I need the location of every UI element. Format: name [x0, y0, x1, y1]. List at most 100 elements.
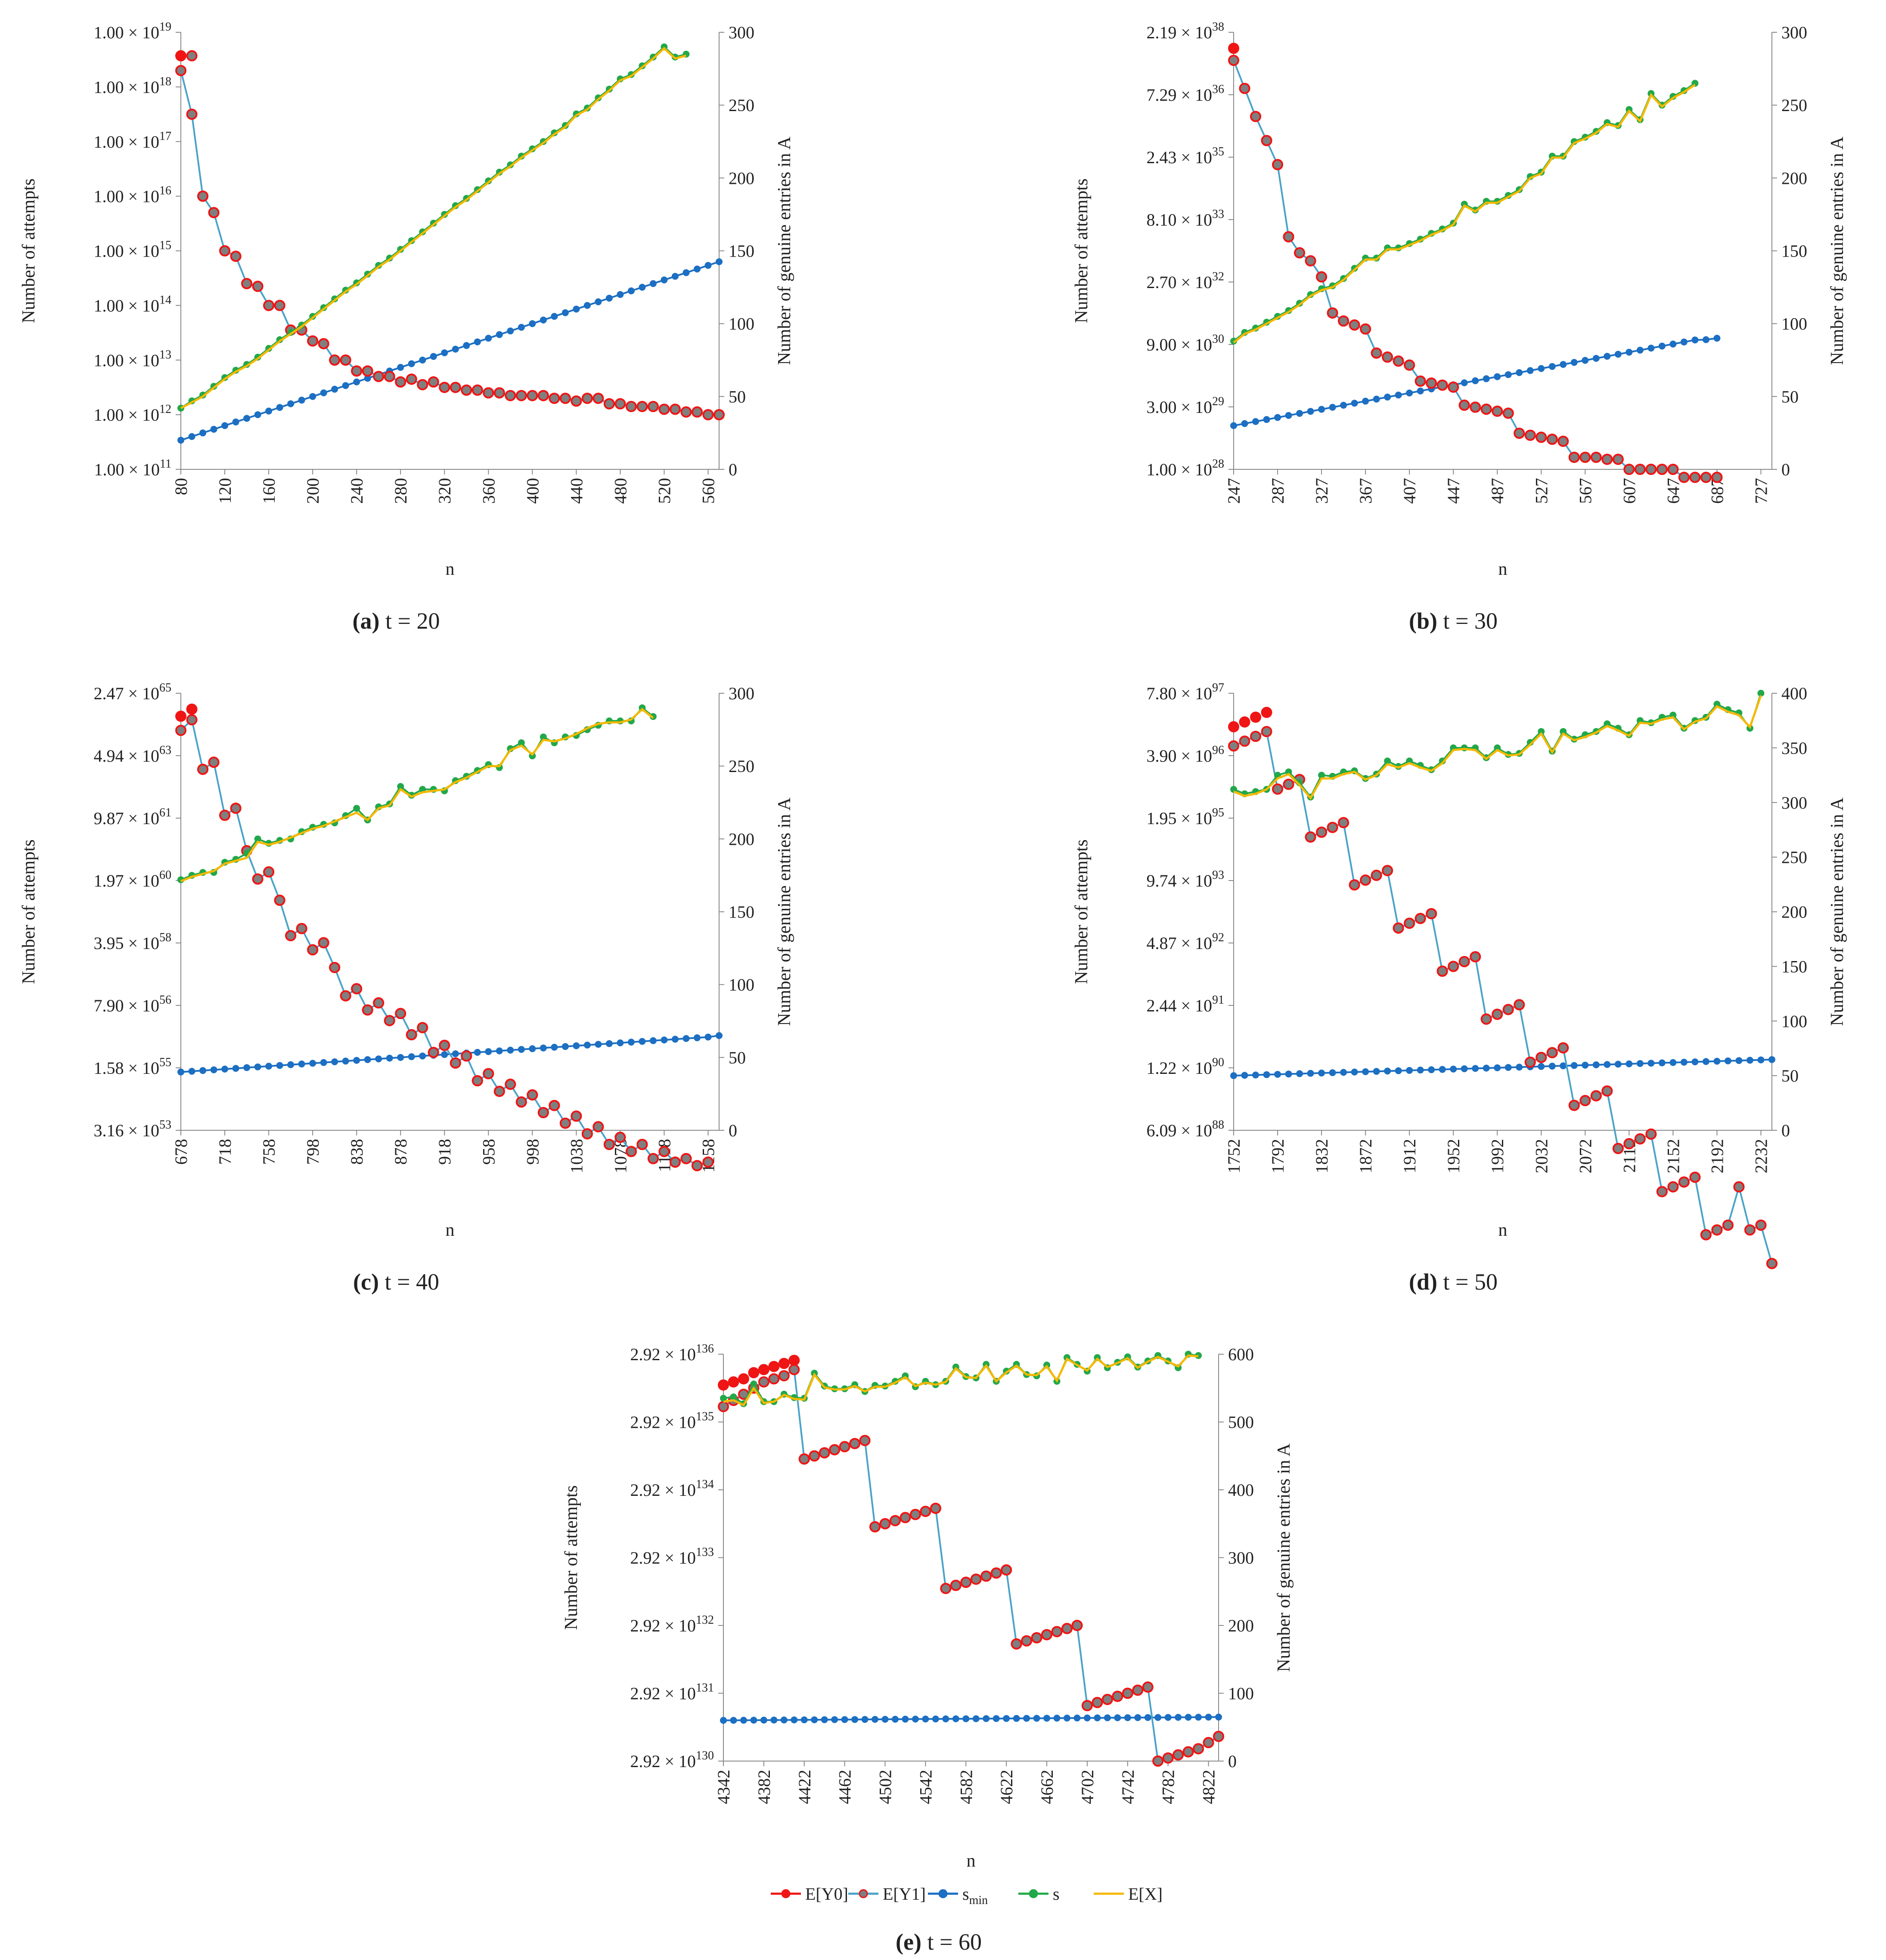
- data-point: [540, 316, 547, 324]
- data-point: [241, 278, 253, 289]
- data-point: [1483, 375, 1490, 382]
- x-tick-label: 1952: [1444, 1139, 1463, 1173]
- data-point: [1470, 401, 1481, 413]
- x-tick-label: 607: [1619, 478, 1639, 504]
- y2-axis-title: Number of genuine entries in A: [775, 136, 794, 365]
- data-point: [605, 295, 613, 302]
- data-point: [972, 1715, 980, 1722]
- y2-tick-label: 0: [729, 460, 737, 479]
- x-tick-label: 447: [1444, 478, 1463, 504]
- y2-tick-label: 150: [729, 902, 754, 922]
- data-point: [1702, 1058, 1709, 1065]
- data-point: [940, 1583, 952, 1594]
- data-point: [1678, 471, 1690, 483]
- panel-e-t60: 2.92 × 10136 2.92 × 10135 2.92 × 10134 2.92…: [561, 1342, 1294, 1955]
- data-point: [1051, 1626, 1063, 1637]
- data-point: [603, 1138, 615, 1150]
- data-point: [274, 300, 285, 311]
- data-point: [1713, 1058, 1721, 1065]
- x-tick-label: 4382: [754, 1770, 774, 1804]
- series-s-min: [1230, 1056, 1775, 1079]
- data-point: [1492, 405, 1503, 417]
- y2-tick-label: 300: [729, 684, 754, 703]
- data-point: [505, 1079, 516, 1090]
- data-point: [1472, 1065, 1479, 1072]
- data-point: [1175, 1714, 1182, 1721]
- data-point: [1766, 1258, 1777, 1269]
- data-point: [1700, 471, 1712, 483]
- data-point: [1340, 1069, 1347, 1076]
- data-point: [730, 1717, 737, 1724]
- y2-tick-label: 250: [1781, 96, 1807, 115]
- data-point: [463, 342, 470, 349]
- data-point: [952, 1715, 959, 1722]
- legend-swatch-marker: [781, 1889, 791, 1898]
- data-point: [1426, 377, 1437, 389]
- x-tick-label: 758: [259, 1139, 279, 1165]
- data-point: [583, 1042, 591, 1049]
- data-point: [1013, 1715, 1020, 1722]
- x-tick-label: 2232: [1751, 1139, 1771, 1173]
- x-tick-label: 2072: [1576, 1139, 1595, 1173]
- data-point: [351, 365, 363, 377]
- data-point: [1053, 1715, 1061, 1722]
- data-point: [439, 1039, 450, 1051]
- y2-tick-label: 50: [729, 387, 746, 406]
- x-tick-label: 200: [303, 478, 323, 504]
- data-point: [748, 1367, 760, 1378]
- x-axis-title: n: [446, 559, 455, 579]
- x-tick-label: 4702: [1078, 1770, 1097, 1804]
- panel-caption: (b) t = 30: [1409, 608, 1498, 634]
- data-point: [682, 269, 690, 276]
- y-tick-label: 1.00 × 1018: [93, 75, 171, 97]
- y-tick-label: 2.92 × 10134: [630, 1478, 714, 1500]
- data-point: [1702, 336, 1709, 343]
- y-tick-label: 2.47 × 1065: [93, 681, 171, 703]
- x-tick-label: 367: [1356, 478, 1375, 504]
- data-point: [210, 425, 217, 433]
- panel-a-t20: 1.00 × 1019 1.00 × 1018 1.00 × 1017 1.00 × …: [19, 20, 794, 634]
- data-point: [537, 1107, 549, 1118]
- data-point: [1417, 1067, 1424, 1074]
- data-point: [829, 1444, 841, 1455]
- data-point: [1592, 1061, 1600, 1069]
- data-point: [395, 376, 406, 388]
- y-tick-label: 2.92 × 10136: [630, 1342, 714, 1364]
- data-point: [869, 1521, 881, 1532]
- data-point: [175, 725, 186, 736]
- data-point: [636, 1138, 648, 1150]
- data-point: [1384, 1067, 1391, 1075]
- data-point: [1604, 1061, 1611, 1068]
- data-point: [682, 1035, 690, 1042]
- x-tick-label: 327: [1312, 478, 1331, 504]
- y-tick-label: 1.00 × 1012: [93, 403, 171, 425]
- x-axis-title: n: [1498, 1220, 1508, 1240]
- y2-tick-label: 300: [1781, 23, 1807, 42]
- data-point: [188, 433, 195, 440]
- data-point: [691, 1160, 703, 1172]
- data-point: [472, 1075, 483, 1086]
- data-point: [788, 1355, 800, 1366]
- y2-tick-label: 0: [1781, 460, 1790, 479]
- data-point: [549, 393, 560, 404]
- x-tick-label: 4622: [997, 1770, 1016, 1804]
- data-point: [1504, 371, 1512, 378]
- y2-tick-label: 350: [1781, 738, 1807, 758]
- legend-item: E[Y1]: [848, 1884, 926, 1904]
- data-point: [583, 302, 591, 309]
- y2-tick-label: 500: [1228, 1413, 1254, 1432]
- data-point: [307, 335, 319, 347]
- x-tick-label: 4582: [956, 1770, 976, 1804]
- data-point: [800, 1716, 808, 1724]
- data-point: [680, 1153, 692, 1164]
- data-point: [798, 1453, 810, 1465]
- data-point: [1414, 375, 1426, 387]
- y2-tick-label: 100: [729, 975, 754, 995]
- series-s-min: [1230, 335, 1721, 429]
- data-point: [1414, 913, 1426, 924]
- data-point: [1678, 1176, 1690, 1188]
- data-point: [298, 397, 305, 404]
- x-tick-label: 4422: [795, 1770, 814, 1804]
- data-point: [232, 419, 239, 426]
- data-point: [625, 401, 637, 412]
